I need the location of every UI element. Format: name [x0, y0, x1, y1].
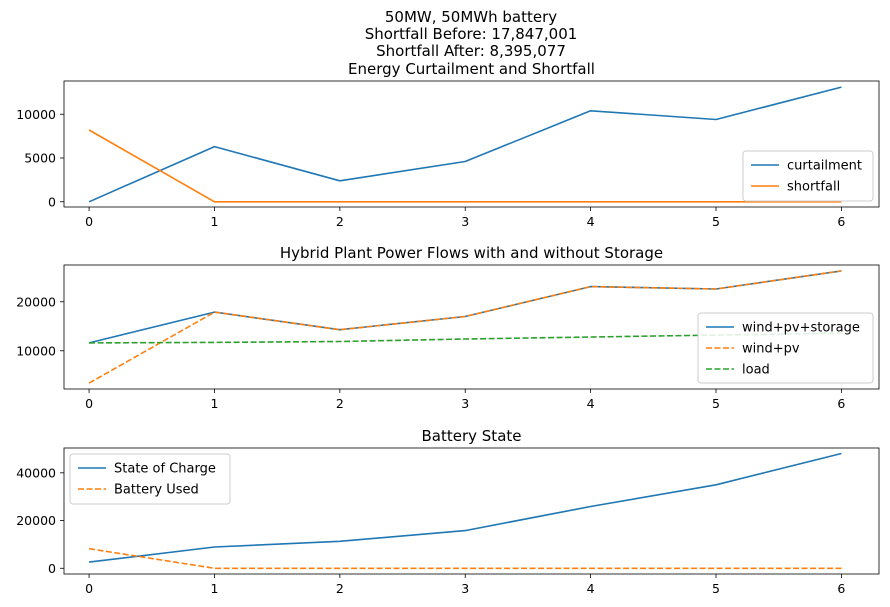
x-tick-label: 0: [85, 581, 93, 596]
y-tick-label: 5000: [24, 151, 56, 166]
series-line-state-of-charge: [89, 452, 842, 563]
series-line-wind-pv: [88, 270, 842, 384]
figure-title-line-3: Shortfall After: 8,395,077: [376, 42, 566, 60]
legend-box: [697, 312, 874, 384]
legend-label: wind+pv: [742, 342, 800, 357]
legend-box: [742, 150, 874, 202]
y-tick-label: 0: [48, 561, 56, 576]
legend-label: Battery Used: [114, 483, 199, 498]
figure-title-line-1: 50MW, 50MWh battery: [385, 8, 557, 26]
axes-layer: Energy Curtailment and Shortfall 0 1 2 3 4 5 6 0…: [16, 60, 880, 596]
legend-label: curtailment: [787, 159, 862, 174]
legend-box: [69, 453, 231, 505]
y-tick-label: 10000: [16, 107, 56, 122]
x-tick-label: 4: [587, 581, 595, 596]
x-tick-label: 6: [837, 581, 845, 596]
y-tick-label: 20000: [16, 513, 56, 528]
x-tick-label: 5: [712, 214, 720, 229]
series-line-shortfall: [88, 129, 842, 203]
x-tick-label: 0: [85, 396, 93, 411]
x-tick-label: 2: [336, 396, 344, 411]
x-tick-label: 1: [210, 396, 218, 411]
x-tick-label: 2: [336, 214, 344, 229]
series-line-load: [89, 332, 842, 344]
subplot-3-title: Battery State: [422, 427, 522, 445]
legend: wind+pv+storage wind+pv load: [697, 312, 874, 384]
y-tick-label: 10000: [16, 343, 56, 358]
x-tick-label: 5: [712, 581, 720, 596]
y-tick-label: 20000: [16, 294, 56, 309]
legend: State of Charge Battery Used: [69, 453, 231, 505]
x-tick-label: 0: [85, 214, 93, 229]
axes-frame: [63, 447, 880, 575]
x-tick-label: 6: [837, 396, 845, 411]
x-tick-label: 4: [587, 214, 595, 229]
x-tick-label: 6: [837, 214, 845, 229]
legend: curtailment shortfall: [742, 150, 874, 202]
subplot-2: Hybrid Plant Power Flows with and withou…: [16, 244, 880, 411]
axes-frame: [63, 264, 880, 390]
x-tick-label: 3: [461, 214, 469, 229]
x-tick-label: 1: [210, 581, 218, 596]
figure-title-line-2: Shortfall Before: 17,847,001: [365, 25, 578, 43]
legend-label: State of Charge: [114, 462, 216, 477]
axes-frame: [63, 80, 880, 208]
legend-label: wind+pv+storage: [742, 321, 860, 336]
series-line-battery-used: [88, 547, 842, 570]
y-tick-label: 0: [48, 194, 56, 209]
x-tick-label: 1: [210, 214, 218, 229]
subplot-2-title: Hybrid Plant Power Flows with and withou…: [280, 244, 663, 262]
x-tick-label: 3: [461, 581, 469, 596]
x-tick-label: 3: [461, 396, 469, 411]
x-tick-label: 5: [712, 396, 720, 411]
legend-label: shortfall: [787, 180, 840, 195]
subplot-1-title: Energy Curtailment and Shortfall: [348, 60, 595, 78]
subplot-1: Energy Curtailment and Shortfall 0 1 2 3 4 5 6 0…: [16, 60, 880, 229]
subplot-3: Battery State 0 1 2 3 4 5 6 0 20000 40000 State of …: [16, 427, 880, 596]
x-tick-label: 2: [336, 581, 344, 596]
series-line-curtailment: [88, 86, 842, 203]
x-tick-label: 4: [587, 396, 595, 411]
legend-label: load: [742, 363, 770, 378]
y-tick-label: 40000: [16, 465, 56, 480]
